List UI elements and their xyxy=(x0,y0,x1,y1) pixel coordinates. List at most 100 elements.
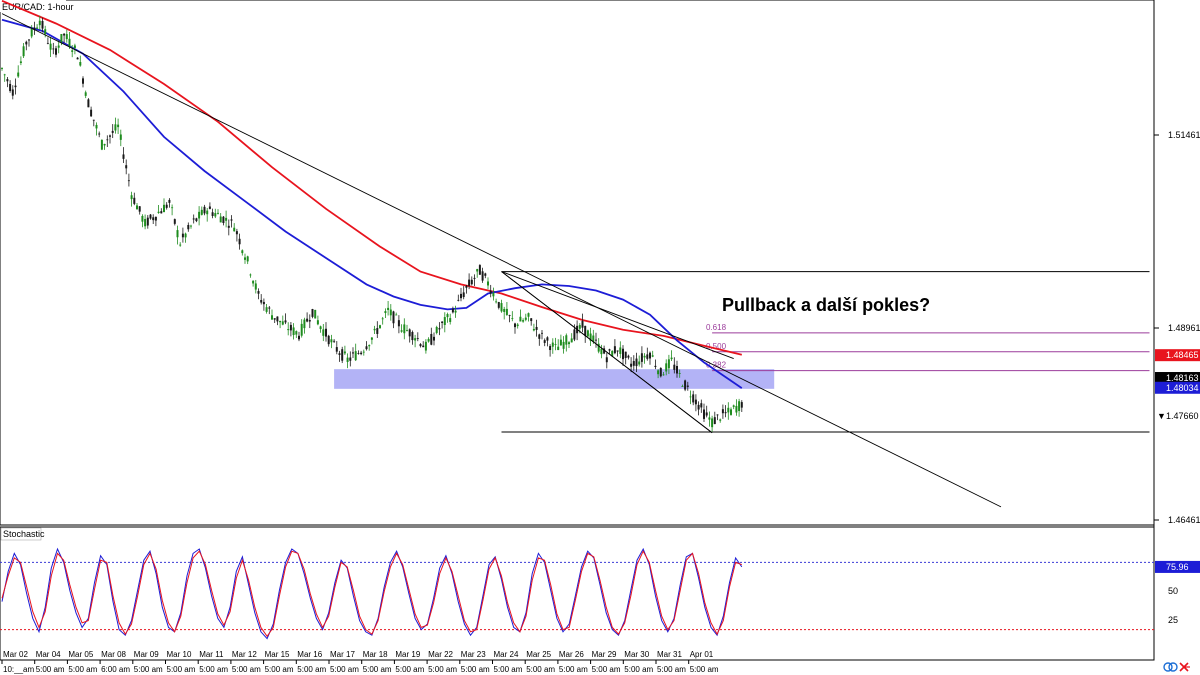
x-tick-date: Mar 15 xyxy=(265,650,290,659)
candle-body xyxy=(570,338,573,343)
x-tick-time: 5:00 am xyxy=(363,665,392,674)
candles-layer xyxy=(1,15,743,432)
x-tick-date: Mar 18 xyxy=(363,650,388,659)
x-tick-date: Mar 29 xyxy=(592,650,617,659)
candle-body xyxy=(373,328,376,331)
candle-body xyxy=(627,355,630,358)
candle-body xyxy=(206,210,209,215)
support-zone xyxy=(334,369,775,389)
trendline-layer xyxy=(1,13,1002,508)
link-icon[interactable] xyxy=(1163,662,1178,672)
candle-body xyxy=(219,216,222,223)
candle-body xyxy=(335,347,338,352)
candle-body xyxy=(689,396,692,398)
x-tick-time: 5:00 am xyxy=(657,665,686,674)
candle-body xyxy=(670,357,673,360)
moving-average-layer xyxy=(1,0,743,389)
candle-body xyxy=(330,339,333,343)
candle-body xyxy=(381,318,384,320)
candle-body xyxy=(57,45,60,48)
price-tag xyxy=(1155,410,1200,423)
candle-body xyxy=(468,279,471,286)
stochastic-title: Stochastic xyxy=(3,529,45,539)
candle-body xyxy=(141,215,144,222)
candle-body xyxy=(441,321,444,323)
stochastic-d-line xyxy=(1,550,742,638)
candle-body xyxy=(254,283,257,290)
x-tick-date: Mar 08 xyxy=(101,650,126,659)
title-box xyxy=(0,0,66,12)
candle-body xyxy=(36,27,39,29)
x-tick-time: 10:__am xyxy=(3,665,34,674)
candle-body xyxy=(265,307,268,312)
candle-body xyxy=(181,233,184,238)
candle-body xyxy=(49,43,52,50)
sma-red-line xyxy=(1,0,743,356)
candle-body xyxy=(659,367,662,377)
candle-body xyxy=(365,346,368,350)
candle-body xyxy=(28,39,30,41)
candle-body xyxy=(732,405,735,407)
candle-body xyxy=(303,319,306,329)
candle-body xyxy=(470,279,473,285)
candle-body xyxy=(408,329,411,337)
candle-body xyxy=(703,409,705,419)
candle-body xyxy=(65,34,68,40)
y-tick-label-1: 1.51461 xyxy=(1168,130,1200,140)
candle-body xyxy=(505,308,508,315)
candle-body xyxy=(195,218,198,222)
candle-body xyxy=(578,325,581,329)
candle-body xyxy=(146,217,149,226)
candle-body xyxy=(33,27,36,30)
candle-body xyxy=(678,373,681,374)
candle-body xyxy=(357,353,360,354)
candle-body xyxy=(327,335,330,345)
candle-body xyxy=(643,355,646,358)
candle-body xyxy=(630,363,633,367)
fib-level-label: 0.382 xyxy=(706,361,727,370)
candle-body xyxy=(603,348,606,354)
candle-body xyxy=(268,307,271,309)
candle-body xyxy=(389,309,392,316)
candle-body xyxy=(557,346,560,351)
candle-body xyxy=(84,92,87,96)
candle-body xyxy=(311,309,314,317)
arrows-icon[interactable] xyxy=(1179,662,1190,672)
fibonacci-layer: 0.618 0.500 0.382 xyxy=(501,271,1150,433)
candle-body xyxy=(52,48,55,50)
candle-body xyxy=(295,331,298,335)
candle-body xyxy=(460,293,462,299)
candle-body xyxy=(257,291,260,294)
x-tick-time: 5:00 am xyxy=(428,665,457,674)
candle-body xyxy=(349,357,352,361)
candle-body xyxy=(638,361,641,365)
candle-body xyxy=(435,327,438,333)
candle-body xyxy=(308,320,311,322)
candle-body xyxy=(532,328,535,331)
candle-body xyxy=(360,352,363,355)
candle-body xyxy=(649,352,651,359)
candle-body xyxy=(6,79,9,82)
stochastic-tag-label: 75.96 xyxy=(1166,562,1189,572)
candle-body xyxy=(713,417,716,425)
candle-body xyxy=(343,351,346,354)
candle-body xyxy=(403,324,406,334)
sma-blue-line xyxy=(1,18,743,389)
candle-body xyxy=(451,308,454,313)
price-pane-border xyxy=(0,0,1155,526)
candle-body xyxy=(592,335,595,342)
candle-body xyxy=(25,41,28,45)
candle-body xyxy=(484,273,487,276)
candle-body xyxy=(619,347,622,354)
candle-body xyxy=(492,292,495,297)
candle-body xyxy=(325,328,327,337)
candle-body xyxy=(92,119,95,121)
fib-level-label: 0.618 xyxy=(706,323,727,332)
candle-body xyxy=(376,328,379,334)
candle-body xyxy=(22,46,25,57)
candle-body xyxy=(422,345,425,348)
candle-body xyxy=(721,409,724,414)
x-tick-time: 5:00 am xyxy=(494,665,523,674)
fib-level-label: 0.500 xyxy=(706,342,727,351)
